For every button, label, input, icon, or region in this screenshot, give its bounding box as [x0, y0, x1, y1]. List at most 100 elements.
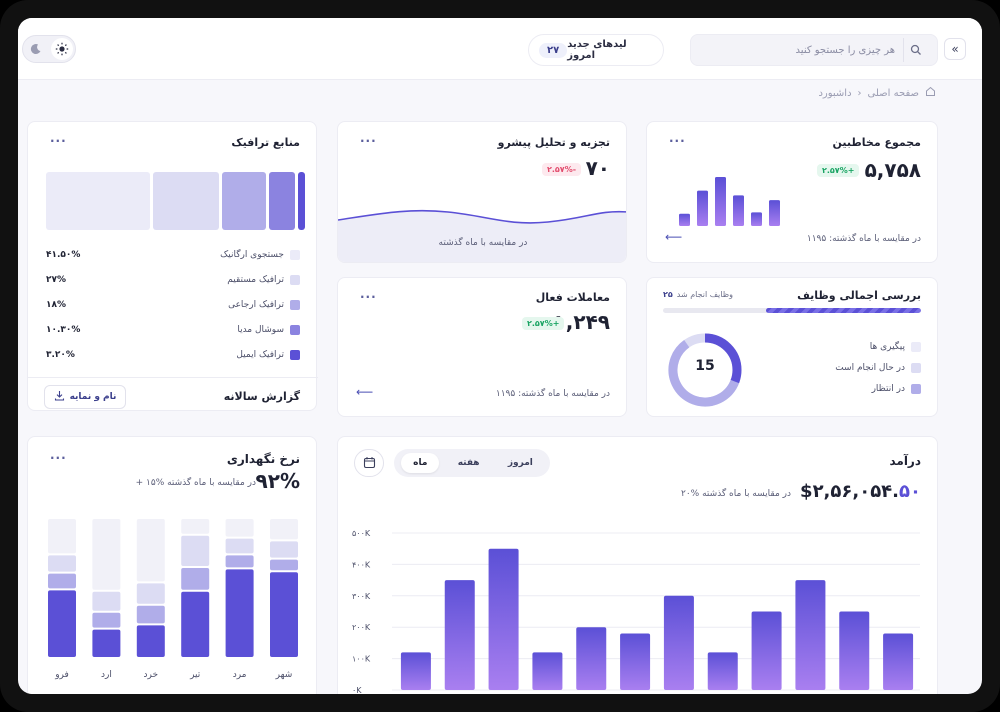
more-icon[interactable]: ··· [360, 290, 377, 304]
y-tick-label: ۱۰۰K [352, 655, 371, 664]
retention-segment [270, 572, 298, 657]
traffic-treemap [46, 172, 306, 230]
more-icon[interactable]: ··· [50, 134, 67, 148]
theme-toggle[interactable] [22, 35, 76, 63]
retention-segment [136, 519, 165, 582]
retention-segment [225, 519, 254, 537]
search-icon [903, 38, 927, 62]
download-button-label: نام و نمایه [69, 392, 117, 402]
progress-badge: ۲.۵۷%- [542, 163, 582, 176]
audience-bar [697, 190, 708, 226]
legend-swatch [290, 350, 300, 360]
traffic-legend-pct: ۱۰.۳۰% [46, 325, 81, 335]
breadcrumb-home[interactable]: صفحه اصلی [867, 87, 919, 99]
revenue-bar [751, 611, 782, 690]
traffic-legend-label: ترافیک ارجاعی [228, 300, 284, 310]
retention-title: نرخ نگهداری [226, 452, 300, 466]
search-box[interactable]: هر چیزی را جستجو کنید [690, 34, 938, 66]
traffic-legend-pct: ۴۱.۵۰% [46, 250, 81, 260]
revenue-bar [444, 580, 475, 690]
tasks-overview-card: بررسی اجمالی وظایف ۲۵ وظایف انجام شد 15 … [646, 277, 938, 417]
audience-mini-chart [679, 177, 780, 226]
tasks-legend-label: پیگیری ها [869, 342, 905, 352]
retention-stacked-chart: شهر مرد تیر خرد ارد فرو [48, 519, 298, 680]
audience-bar [679, 213, 690, 226]
retention-compare: + ۱۵% در مقایسه با ماه گذشته [135, 478, 256, 488]
progress-footer: در مقایسه با ماه گذشته [438, 238, 528, 248]
traffic-sources-card: منابع ترافیک ··· گزارش سالانه نام و نمای… [27, 121, 318, 411]
legend-swatch [290, 325, 300, 335]
progress-wave-chart [338, 209, 626, 262]
collapse-sidebar-button[interactable]: « [944, 38, 966, 60]
tasks-done: ۲۵ وظایف انجام شد [663, 290, 733, 299]
retention-segment [92, 629, 121, 657]
retention-segment [270, 559, 298, 571]
download-button[interactable]: نام و نمایه [44, 385, 126, 409]
revenue-bar-chart: ۵۰۰K ۴۰۰K ۳۰۰K ۲۰۰K ۱۰۰K ۰K [352, 529, 920, 694]
tasks-legend-item: در انتظار [872, 384, 921, 394]
tab-today[interactable]: امروز [507, 458, 533, 468]
audience-value: ۵,۷۵۸ [864, 158, 921, 182]
traffic-legend-item: ترافیک مستقیم [227, 275, 300, 285]
more-icon[interactable]: ··· [360, 134, 377, 148]
more-icon[interactable]: ··· [50, 451, 67, 465]
search-input[interactable]: هر چیزی را جستجو کنید [795, 44, 895, 56]
traffic-block [153, 172, 219, 230]
retention-segment [48, 519, 76, 554]
arrow-left-icon[interactable]: ⟵ [356, 385, 374, 399]
tab-week[interactable]: هفته [457, 458, 480, 468]
deals-footer: در مقایسه با ماه گذشته: ۱۱۹۵ [495, 389, 610, 399]
revenue-bar [488, 548, 519, 690]
audience-bar [751, 212, 762, 226]
retention-segment [181, 568, 210, 590]
deals-badge: ۲.۵۷%+ [522, 317, 565, 330]
retention-segment [136, 605, 165, 624]
leads-label: لیدهای جدید امروز [567, 39, 627, 61]
arrow-left-icon[interactable]: ⟵ [665, 230, 683, 244]
retention-segment [48, 555, 76, 572]
tasks-legend-item: پیگیری ها [870, 342, 921, 352]
leads-count: ۲۷ [539, 42, 568, 58]
retention-segment [92, 591, 121, 611]
traffic-block [268, 172, 295, 230]
home-icon[interactable] [925, 86, 936, 100]
new-leads-pill[interactable]: ۲۷ لیدهای جدید امروز [528, 34, 664, 66]
y-tick-label: ۵۰۰K [352, 529, 371, 538]
retention-month-label: فرو [54, 670, 69, 680]
retention-segment [92, 519, 121, 590]
revenue-bar [883, 633, 914, 690]
revenue-bar [839, 611, 870, 690]
retention-segment [48, 590, 76, 657]
sun-icon[interactable] [51, 38, 73, 60]
tasks-progress-fill [766, 308, 921, 313]
audience-bar [769, 200, 780, 226]
revenue-bar [620, 633, 651, 690]
revenue-bar [707, 652, 738, 690]
progress-title: تجزیه و تحلیل پیشرو [497, 136, 610, 149]
retention-card: نرخ نگهداری ··· ۹۲% + ۱۵% در مقایسه با م… [27, 436, 317, 694]
tasks-legend-label: در انتظار [871, 384, 905, 394]
y-tick-label: ۰K [352, 686, 362, 694]
divider [28, 377, 318, 378]
revenue-card: درآمد $۲,۵۶,۰۵۴.۵۰ ۲۰% در مقایسه با ماه … [337, 436, 938, 694]
more-icon[interactable]: ··· [669, 134, 686, 148]
deals-title: معاملات فعال [535, 291, 610, 304]
moon-icon[interactable] [25, 38, 47, 60]
retention-month-label: مرد [233, 670, 247, 680]
traffic-legend-item: ترافیک ایمیل [236, 350, 300, 360]
tasks-legend-label: در حال انجام است [835, 363, 905, 373]
retention-segment [136, 583, 165, 604]
dashboard-screen: « هر چیزی را جستجو کنید ۲۷ لیدهای جدید ا… [18, 18, 982, 694]
retention-segment [225, 538, 254, 554]
legend-swatch [911, 384, 921, 394]
calendar-button[interactable] [354, 449, 384, 477]
tab-month[interactable]: ماه [401, 453, 440, 473]
traffic-legend-item: جستجوی ارگانیک [220, 250, 300, 260]
calendar-icon [363, 454, 376, 473]
chevrons-icon: « [951, 42, 959, 56]
tasks-center-value: 15 [695, 358, 715, 374]
retention-month-label: تیر [189, 670, 201, 680]
retention-segment [225, 555, 254, 568]
audience-bar [715, 177, 726, 226]
